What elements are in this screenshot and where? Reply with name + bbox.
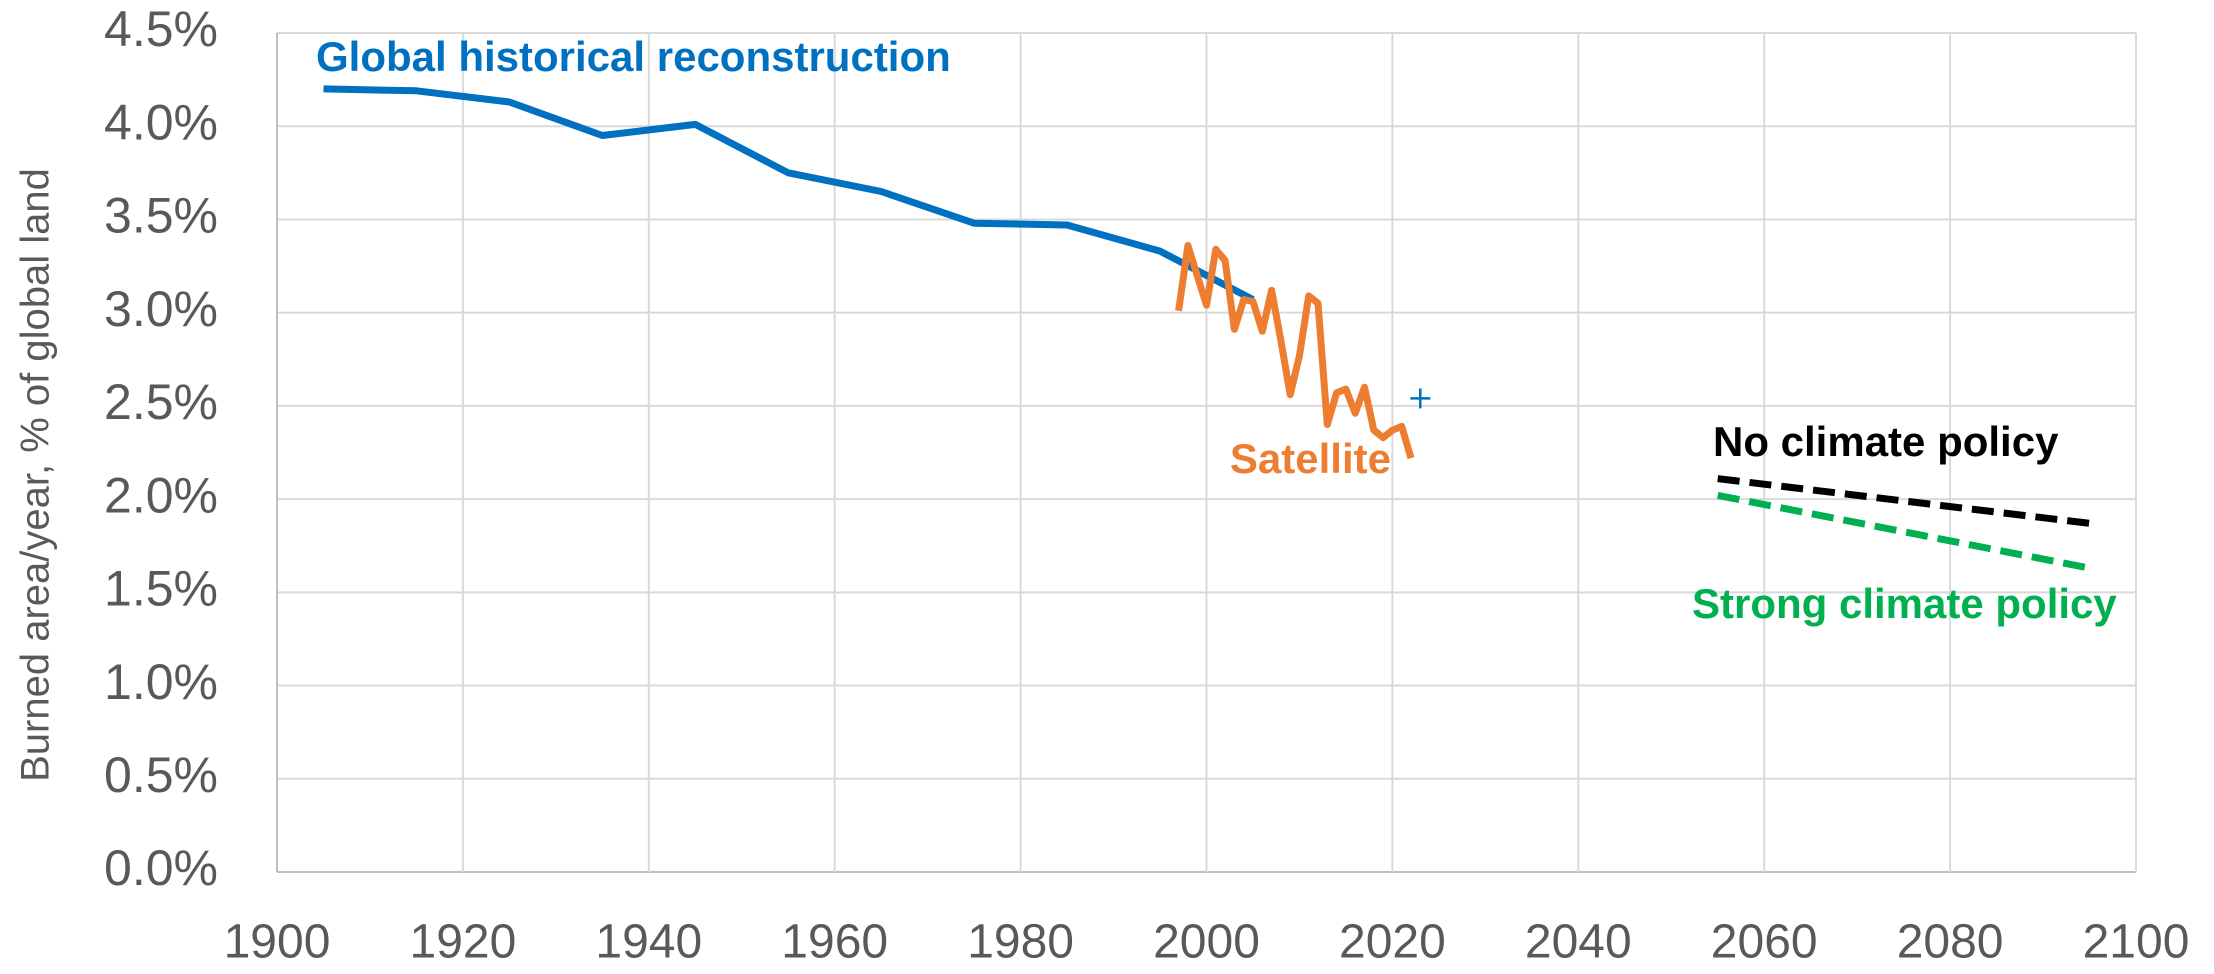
y-tick-label: 0.0%: [104, 840, 218, 896]
y-tick-label: 0.5%: [104, 747, 218, 803]
y-tick-label: 4.5%: [104, 1, 218, 57]
series-label: Strong climate policy: [1692, 580, 2117, 627]
y-tick-label: 1.0%: [104, 654, 218, 710]
y-axis-title: Burned area/year, % of global land: [14, 168, 58, 782]
y-tick-label: 3.0%: [104, 281, 218, 337]
x-tick-label: 2020: [1339, 916, 1446, 969]
y-tick-label: 4.0%: [104, 94, 218, 150]
x-tick-label: 1960: [781, 916, 888, 969]
y-tick-label: 2.0%: [104, 467, 218, 523]
marker: [1410, 388, 1431, 409]
x-tick-label: 1900: [224, 916, 331, 969]
y-tick-label: 1.5%: [104, 561, 218, 617]
series-line: [1717, 491, 2091, 572]
x-tick-label: 2060: [1711, 916, 1818, 969]
series-label: Global historical reconstruction: [316, 33, 951, 80]
series-line: [1717, 475, 2090, 527]
x-tick-label: 1940: [595, 916, 702, 969]
x-tick-label: 2040: [1525, 916, 1632, 969]
y-tick-label: 2.5%: [104, 374, 218, 430]
series-label: No climate policy: [1713, 418, 2059, 465]
x-tick-label: 2080: [1897, 916, 2004, 969]
series-label: Satellite: [1230, 435, 1391, 482]
x-tick-label: 1980: [967, 916, 1074, 969]
x-tick-label: 1920: [410, 916, 517, 969]
x-tick-label: 2100: [2083, 916, 2190, 969]
y-tick-label: 3.5%: [104, 188, 218, 244]
x-tick-label: 2000: [1153, 916, 1260, 969]
series-line: [323, 85, 1255, 303]
series-line: [1175, 242, 1415, 460]
